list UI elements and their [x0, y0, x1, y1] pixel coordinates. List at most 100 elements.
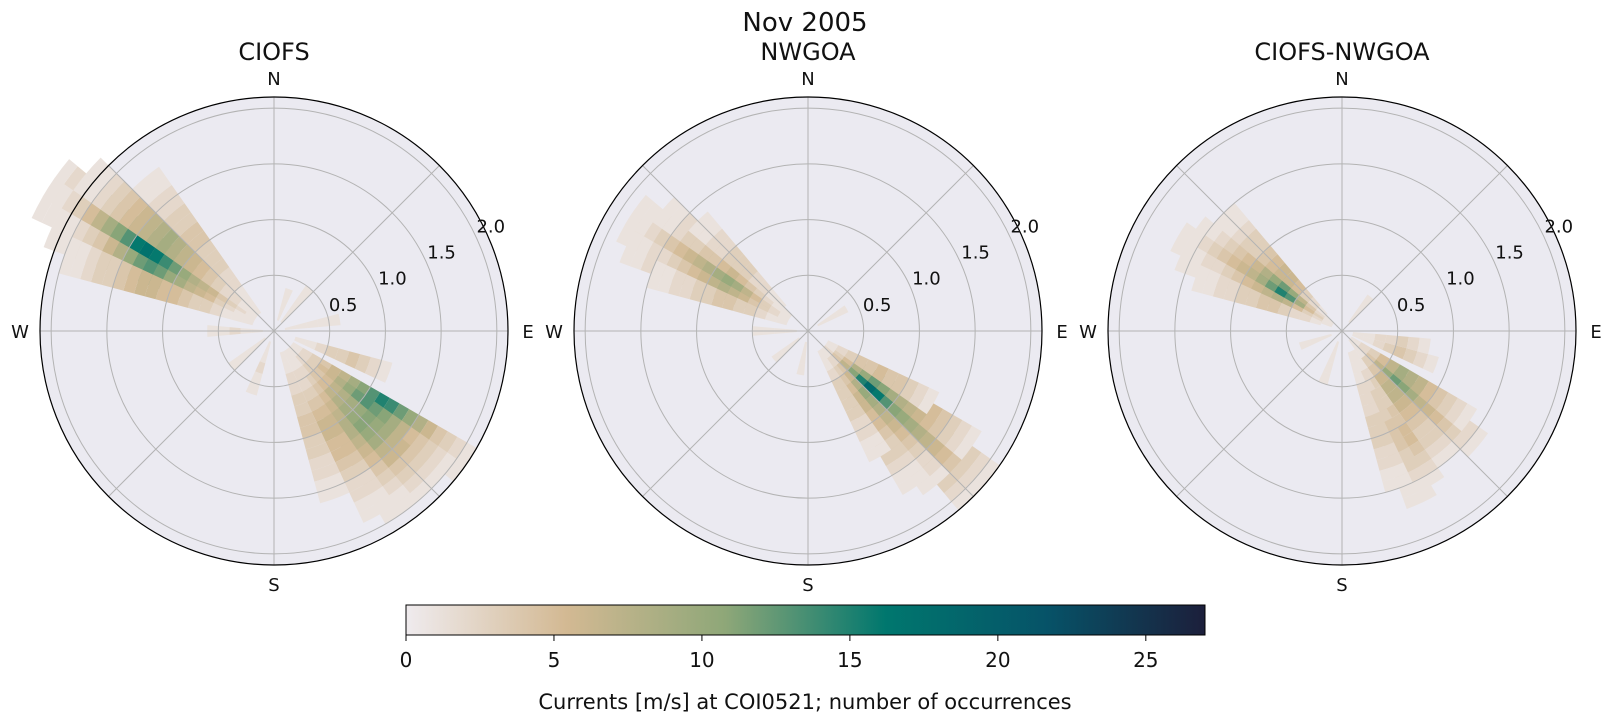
rose-bin [908, 382, 930, 408]
rose-bin [754, 307, 768, 320]
rose-bin [101, 255, 123, 288]
rose-bin [299, 421, 322, 439]
rose-bin [306, 319, 319, 329]
rose-bin [1170, 222, 1196, 256]
rose-bin [826, 367, 840, 382]
rose-bin [1320, 333, 1332, 341]
rose-bin [1309, 336, 1322, 346]
radial-tick-label: 2.0 [476, 216, 505, 237]
rose-bin [619, 230, 644, 267]
rose-bin [916, 464, 950, 496]
rose-bin [264, 341, 272, 353]
rose-bin [314, 342, 328, 355]
rose-bin [845, 404, 866, 422]
rose-bin [1386, 386, 1406, 405]
compass-label-w: W [545, 322, 563, 343]
rose-bin [1353, 371, 1366, 385]
rose-bin [293, 294, 306, 308]
rose-bin [796, 363, 806, 376]
rose-bin [689, 279, 708, 303]
rose-bin [826, 311, 839, 322]
rose-bin [853, 354, 869, 370]
rose-bin [1384, 358, 1400, 374]
rose-bin [280, 312, 290, 324]
rose-bin [881, 368, 899, 389]
rose-bin [155, 279, 174, 303]
rose-bin [1406, 336, 1420, 352]
rose-bin [1431, 441, 1461, 468]
colorbar-tick-label: 20 [985, 648, 1010, 672]
compass-label-n: N [801, 69, 814, 90]
rose-bin [191, 260, 211, 280]
rose-bin [1191, 265, 1211, 294]
rose-bin [304, 339, 318, 350]
rose-bin [1356, 381, 1371, 396]
panel-title: CIOFS-NWGOA [1254, 38, 1430, 66]
rose-bin [118, 197, 148, 229]
polar-border [1107, 96, 1577, 566]
rose-bin [286, 303, 298, 316]
radial-tick-label: 1.0 [1446, 269, 1475, 290]
rose-bin [284, 325, 297, 331]
rose-bin [195, 239, 217, 261]
rose-bin [1373, 442, 1399, 461]
rose-bin [1309, 316, 1322, 326]
rose-bin [1401, 370, 1420, 389]
compass-label-s: S [268, 575, 279, 596]
rose-bin [891, 459, 923, 486]
rose-bin [936, 414, 963, 446]
rose-bin [137, 212, 164, 242]
rose-bin [164, 236, 188, 261]
rose-bin [339, 458, 370, 483]
rose-bin [1372, 339, 1386, 350]
rose-bin [220, 307, 234, 320]
rose-bin [855, 422, 879, 443]
rose-bin [364, 356, 382, 379]
rose-bin [1332, 341, 1340, 353]
rose-bin [1376, 452, 1404, 471]
rose-bin [1365, 411, 1385, 428]
rose-bin [302, 431, 326, 450]
rose-bin [73, 157, 109, 197]
rose-bin [835, 305, 849, 317]
rose-bin [918, 403, 944, 432]
compass-label-s: S [802, 575, 813, 596]
rose-bin [927, 409, 953, 439]
rose-bin [171, 212, 198, 237]
rose-bin [127, 204, 156, 236]
rose-bin [1452, 420, 1479, 450]
rose-bin [297, 376, 313, 392]
angular-gridline [1341, 165, 1508, 332]
rose-bin [255, 337, 267, 347]
rose-bin [1348, 338, 1358, 350]
rose-bin [311, 462, 340, 482]
rose-bin [155, 194, 185, 221]
rose-bin [822, 358, 834, 372]
rose-bin [1425, 433, 1453, 459]
rose-bin [1361, 354, 1374, 368]
rose-bin [311, 404, 332, 422]
radial-tick-label: 1.5 [427, 243, 456, 264]
rose-bin [646, 260, 667, 291]
rose-bin [250, 303, 262, 316]
rose-bin [864, 440, 892, 463]
rose-bin [700, 283, 718, 306]
rose-bin [282, 287, 293, 301]
rose-bin [354, 354, 371, 374]
rose-bin [321, 422, 345, 443]
rose-bin [237, 299, 251, 312]
rose-bin [871, 363, 889, 383]
angular-gridline [273, 330, 440, 497]
rose-bin [54, 214, 82, 255]
rose-bin [1418, 381, 1439, 403]
rose-bin [1363, 332, 1376, 340]
rose-bin [291, 391, 307, 407]
rose-bin [58, 236, 83, 277]
rose-bin [1402, 348, 1418, 364]
rose-bin [209, 302, 224, 317]
rose-bin [652, 197, 682, 229]
rose-bin [721, 293, 738, 311]
rose-bin [91, 173, 125, 210]
rose-bin [840, 394, 860, 412]
rose-bin [358, 495, 396, 523]
